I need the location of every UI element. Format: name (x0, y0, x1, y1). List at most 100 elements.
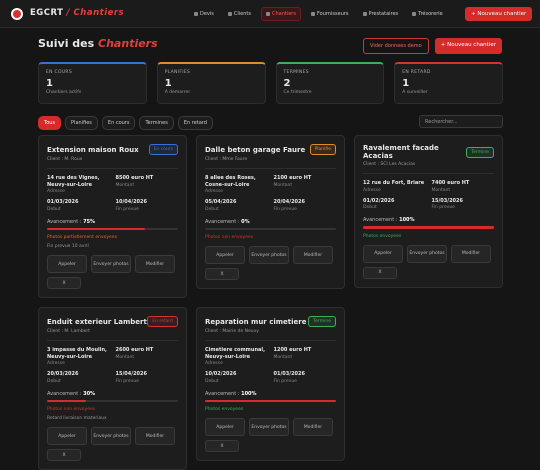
field-label: Adresse (205, 189, 223, 194)
project-card: Enduit exterieur Lambert En retard Client … (38, 307, 187, 470)
progress-track (205, 227, 336, 230)
field: 2100 euro HT Montant (274, 175, 337, 194)
action-button[interactable]: Appeler (47, 427, 87, 445)
action-button[interactable]: X (47, 449, 81, 461)
status-badge: Planifie (309, 144, 336, 155)
nav-label: Clients (233, 11, 251, 17)
field: 01/03/2026 Fin prevue (274, 371, 337, 384)
field-label: Adresse (363, 187, 381, 193)
nav-item[interactable]: Chantiers (260, 7, 301, 21)
filter-pill[interactable]: Termines (139, 116, 174, 130)
nav-item[interactable]: Fournisseurs (307, 7, 353, 21)
filter-pill[interactable]: En cours (101, 116, 136, 130)
action-button[interactable]: Envoyer photos (91, 255, 131, 273)
clear-button[interactable]: Vider donnees demo (363, 38, 429, 54)
field-label: Montant (273, 182, 293, 188)
stat-note: A demarrer (164, 90, 191, 95)
action-button[interactable]: Modifier (135, 255, 175, 273)
action-button[interactable]: X (205, 268, 239, 280)
field-value: 1200 euro HT (273, 347, 312, 353)
search-input[interactable]: Rechercher... (419, 115, 503, 128)
photos-status: Photos partiellement envoyees (47, 235, 117, 240)
action-button[interactable]: Appeler (363, 244, 403, 263)
field: 8500 euro HT Montant (116, 175, 179, 194)
card-header: Dalle beton garage Faure Planifie (205, 144, 336, 155)
nav-label: Prestataires (368, 11, 399, 17)
field-value: 8 allee des Roses, Cosne-sur-Loire (205, 175, 256, 188)
progress-text: Avancement : 75% (47, 219, 178, 225)
field-label: Fin prevue (273, 378, 297, 384)
actions: Appeler Envoyer photos Modifier X (47, 255, 178, 289)
progress-value: 100% (399, 217, 415, 223)
filter-pill[interactable]: Planifies (65, 116, 98, 130)
field-value: 15/03/2026 (431, 197, 463, 204)
field: 3 impasse du Moulin, Neuvy-sur-Loire Adre… (47, 347, 110, 366)
top-nav: EGCRT / Chantiers Devis Clients Chantiers Fo… (0, 0, 540, 28)
field: 14 rue des Vignes, Neuvy-sur-Loire Adress… (47, 175, 110, 194)
nav-item[interactable]: Prestataires (359, 7, 403, 21)
field-value: 15/04/2026 (115, 371, 147, 377)
field-label: Montant (431, 187, 451, 193)
filter-pill[interactable]: Tous (38, 116, 62, 130)
photos-status: Photos non envoyees (47, 407, 96, 412)
field-label: Fin prevue (115, 378, 139, 384)
project-cards: Extension maison Roux En cours Client : M.… (38, 135, 503, 470)
new-button[interactable]: + Nouveau chantier (465, 7, 533, 21)
nav-label: Devis (200, 11, 214, 17)
field-label: Fin prevue (431, 205, 455, 210)
action-button[interactable]: Envoyer photos (407, 244, 447, 263)
filter-pill[interactable]: En retard (177, 116, 213, 130)
status-badge: Termine (308, 316, 336, 327)
action-button[interactable]: Modifier (451, 244, 491, 263)
field-label: Montant (115, 354, 135, 360)
field: 7400 euro HT Montant (432, 180, 495, 193)
progress-label: Avancement : (47, 218, 82, 225)
action-button[interactable]: Appeler (205, 246, 245, 264)
field-value: 14 rue des Vignes, Neuvy-sur-Loire (47, 175, 100, 188)
project-card: Reparation mur cimetiere Termine Client : … (196, 307, 345, 461)
page-title: Suivi des Chantiers (38, 37, 158, 50)
action-button[interactable]: Envoyer photos (249, 246, 289, 264)
progress-value: 75% (83, 218, 96, 225)
action-button[interactable]: Modifier (135, 427, 175, 445)
details: 14 rue des Vignes, Neuvy-sur-Loire Adress… (47, 175, 178, 212)
action-button[interactable]: X (47, 277, 81, 289)
field-value: 7400 euro HT (431, 180, 470, 186)
client: Client : SCI Les Acacias (363, 162, 494, 174)
action-button[interactable]: Modifier (293, 246, 333, 264)
action-button[interactable]: Modifier (293, 418, 333, 436)
project-card: Ravalement facade Acacias Termine Client :… (354, 135, 503, 288)
nav-icon (194, 12, 198, 16)
field: 15/04/2026 Fin prevue (116, 371, 179, 384)
title-accent: Chantiers (98, 37, 158, 50)
nav-icon (412, 12, 417, 16)
nav-item[interactable]: Clients (224, 7, 255, 21)
progress-bar (47, 227, 146, 230)
progress-bar (205, 399, 336, 402)
progress-bar (47, 399, 87, 402)
status-badge: En retard (147, 316, 178, 327)
field-label: Debut (363, 205, 377, 210)
stat-label: EN RETARD (402, 70, 431, 75)
progress-track (205, 399, 336, 402)
nav-item[interactable]: Trésorerie (408, 7, 447, 21)
progress-track (47, 399, 178, 402)
field-value: Cimetiere communal, Neuvy-sur-Loire (205, 347, 266, 360)
action-button[interactable]: Appeler (47, 255, 87, 273)
stat-label: EN COURS (46, 70, 73, 75)
action-button[interactable]: X (363, 266, 397, 279)
nav-item[interactable]: Devis (190, 7, 218, 21)
action-button[interactable]: Envoyer photos (91, 427, 131, 445)
action-button[interactable]: Appeler (205, 418, 245, 436)
header-buttons: Vider donnees demo + Nouveau chantier (363, 38, 502, 54)
photos-status: Photos envoyees (205, 407, 244, 412)
action-button[interactable]: X (205, 440, 239, 452)
progress-track (47, 227, 178, 230)
field-value: 12 rue du Fort, Briare (363, 180, 425, 186)
photos-status: Photos non envoyees (205, 235, 254, 240)
project-card: Dalle beton garage Faure Planifie Client :… (196, 135, 345, 289)
nav-label: Chantiers (271, 11, 296, 17)
card-title: Extension maison Roux (47, 145, 139, 154)
action-button[interactable]: Envoyer photos (249, 418, 289, 436)
new-button[interactable]: + Nouveau chantier (434, 38, 502, 54)
